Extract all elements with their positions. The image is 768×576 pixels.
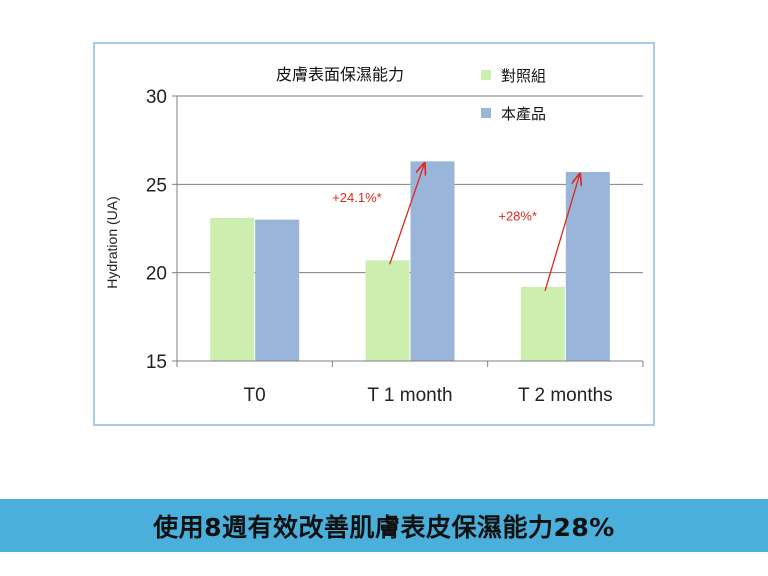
bar-product: [255, 219, 300, 361]
y-tick-label: 30: [146, 87, 167, 108]
bar-control: [520, 286, 565, 361]
bar-control: [210, 217, 255, 361]
bar-chart: 15 20 25 30 T0 T 1 month T 2 months Hydration (…: [104, 65, 644, 406]
y-tick-label: 20: [146, 264, 167, 285]
x-tick-label: T0: [244, 385, 266, 406]
legend-label: 本產品: [501, 105, 546, 123]
x-tick-label: T 2 months: [518, 385, 613, 406]
legend-label: 對照組: [501, 67, 546, 85]
increase-label: +24.1%*: [332, 190, 382, 205]
bar-control: [365, 260, 410, 361]
legend-swatch: [481, 108, 491, 118]
increase-arrow: [389, 163, 425, 265]
caption-text: 使用8週有效改善肌膚表皮保濕能力28%: [153, 512, 615, 542]
y-tick-label: 25: [146, 175, 167, 196]
increase-arrow: [544, 174, 580, 291]
increase-label: +28%*: [498, 208, 537, 223]
bar-product: [565, 171, 610, 361]
x-tick-label: T 1 month: [367, 385, 452, 406]
bar-product: [410, 161, 455, 361]
chart-title: 皮膚表面保濕能力: [276, 65, 404, 84]
y-tick-label: 15: [146, 352, 167, 373]
caption-banner: 使用8週有效改善肌膚表皮保濕能力28%: [0, 499, 768, 552]
y-axis-label: Hydration (UA): [104, 196, 120, 289]
legend-swatch: [481, 70, 491, 80]
chart-frame: 15 20 25 30 T0 T 1 month T 2 months Hydration (…: [93, 42, 655, 426]
